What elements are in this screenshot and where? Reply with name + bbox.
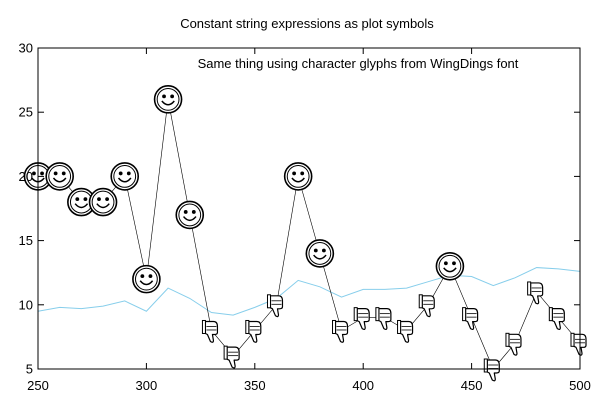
series-line-black xyxy=(38,99,581,370)
plot-frame xyxy=(37,47,581,370)
data-point-marker xyxy=(332,319,349,343)
data-point-marker xyxy=(462,307,479,331)
y-tick-label: 20 xyxy=(19,169,33,184)
y-tick-label: 5 xyxy=(26,362,33,377)
x-tick-label: 400 xyxy=(352,378,374,393)
x-tick-label: 250 xyxy=(27,378,49,393)
series-layer xyxy=(23,85,587,382)
data-point-marker xyxy=(201,319,219,343)
data-point-marker xyxy=(375,307,392,331)
data-point-marker xyxy=(45,162,74,191)
data-point-marker xyxy=(397,319,414,343)
x-tick-label: 450 xyxy=(461,378,483,393)
x-tick-label: 300 xyxy=(136,378,158,393)
data-point-marker xyxy=(175,200,205,230)
data-point-marker xyxy=(548,307,565,331)
y-tick-label: 10 xyxy=(19,297,33,312)
data-point-marker xyxy=(283,162,313,191)
data-point-marker xyxy=(435,251,465,281)
data-point-marker xyxy=(527,281,544,305)
x-tick-label: 350 xyxy=(244,378,266,393)
data-point-marker xyxy=(266,294,284,318)
data-point-marker xyxy=(418,294,435,318)
data-point-marker xyxy=(483,358,500,382)
axis-ticks: 250 300 350 400 450 500 5 10 15 20 25 30 xyxy=(19,41,591,394)
chart-annotation: Same thing using character glyphs from W… xyxy=(198,56,519,71)
data-point-marker xyxy=(505,332,522,356)
data-point-marker xyxy=(305,239,335,268)
data-point-marker xyxy=(245,319,262,343)
y-tick-label: 15 xyxy=(19,233,33,248)
y-tick-label: 25 xyxy=(19,105,33,120)
series-line-light-blue xyxy=(37,267,581,316)
data-point-marker xyxy=(353,307,370,331)
data-point-marker xyxy=(132,264,161,294)
data-point-marker xyxy=(110,162,140,191)
data-point-marker xyxy=(570,332,587,356)
x-tick-label: 500 xyxy=(569,378,591,393)
y-tick-label: 30 xyxy=(19,41,33,56)
data-point-marker xyxy=(88,187,118,217)
data-point-marker xyxy=(153,85,183,114)
data-point-marker xyxy=(223,345,240,369)
chart-title: Constant string expressions as plot symb… xyxy=(180,16,434,31)
